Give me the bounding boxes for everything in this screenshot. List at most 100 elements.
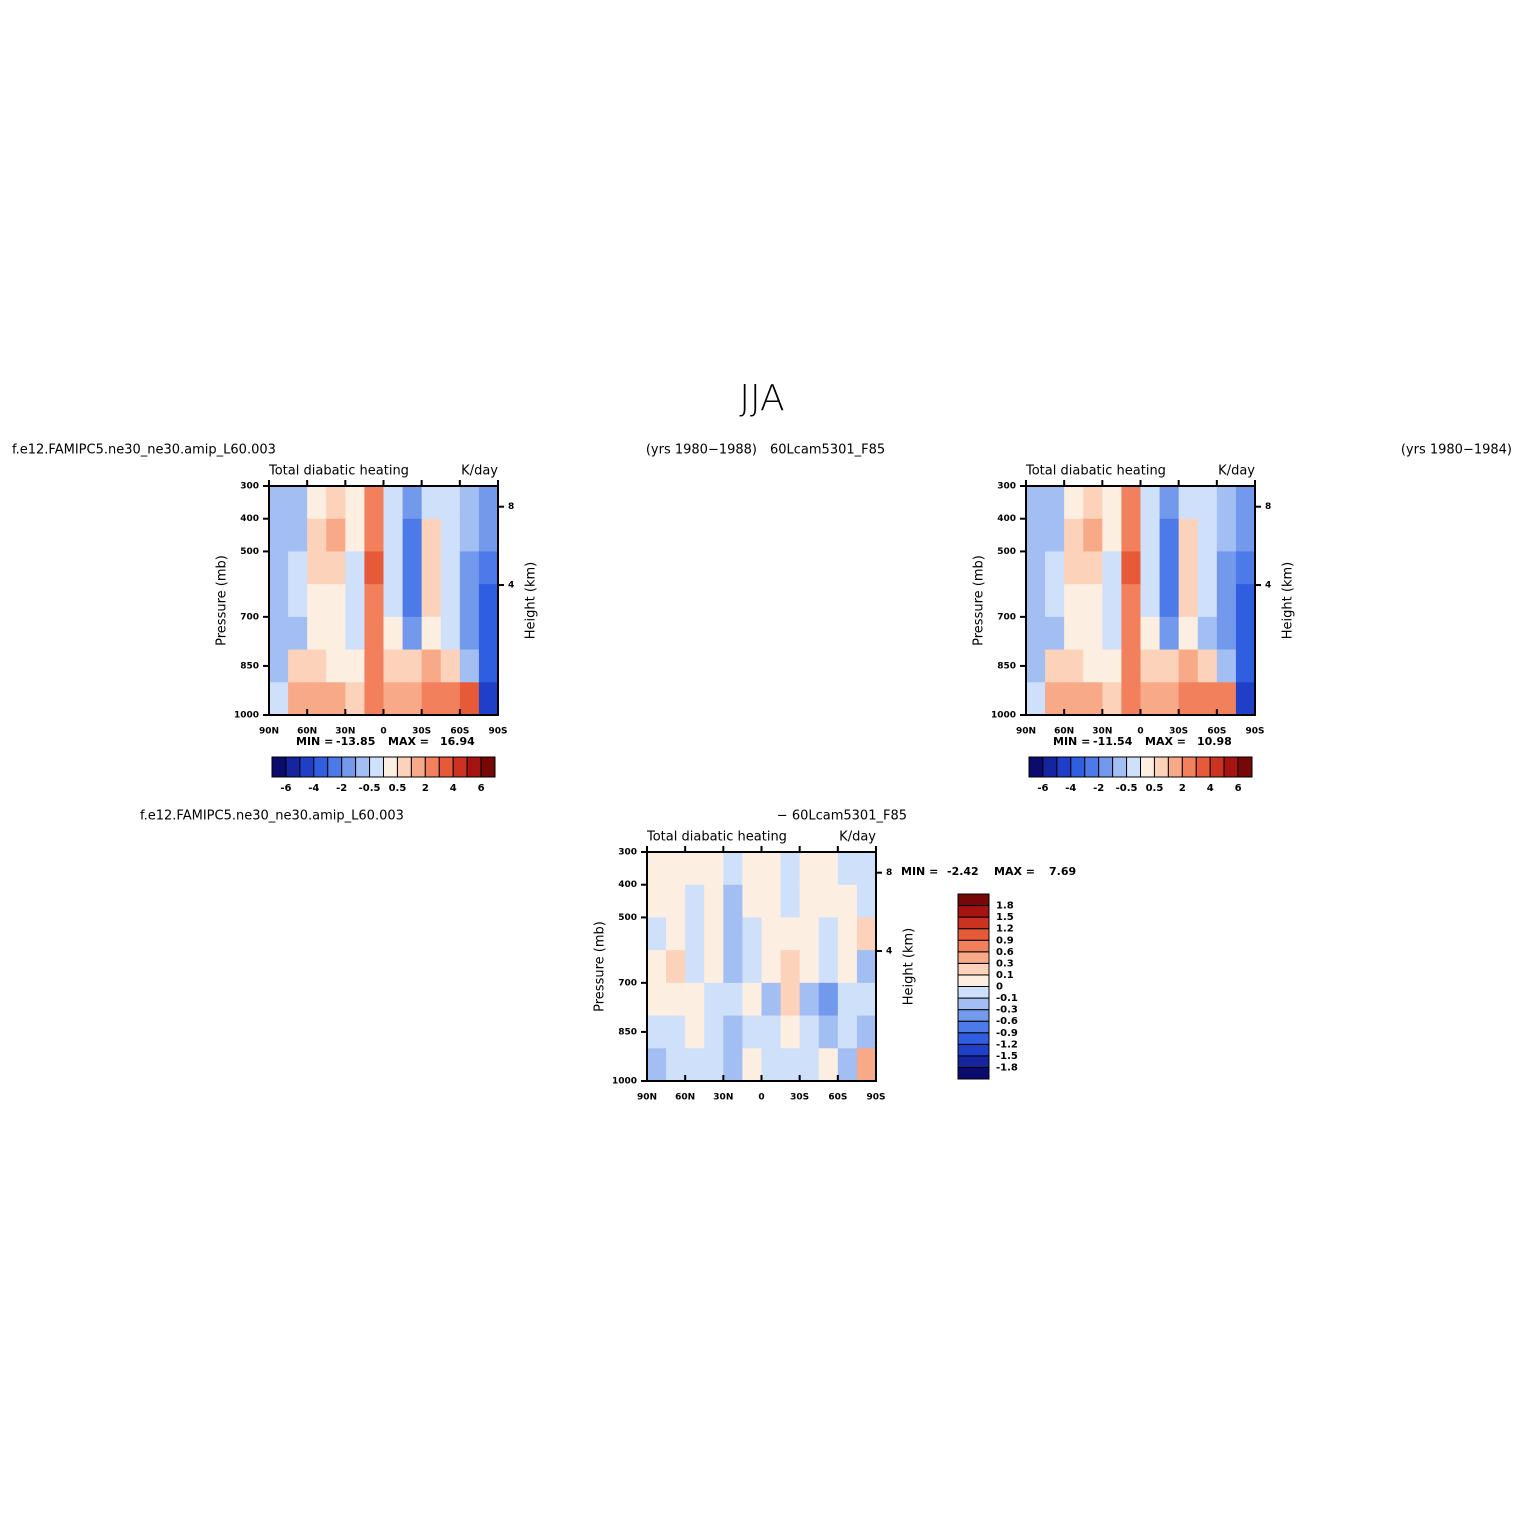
colorbar-box (1181, 756, 1197, 778)
contour-cell (837, 917, 858, 951)
contour-cell (307, 616, 327, 651)
y2-tick-label: 4 (886, 947, 892, 957)
contour-cell (723, 917, 743, 951)
colorbar-box (1140, 756, 1155, 778)
contour-cell (364, 649, 384, 683)
contour-cell (837, 852, 858, 886)
contour-cell (666, 1015, 686, 1049)
colorbar-box (1237, 756, 1253, 778)
contour-cell (818, 982, 839, 1017)
colorbar-box (355, 756, 371, 778)
colorbar-box (957, 962, 990, 976)
colorbar-label: 1.8 (996, 901, 1014, 912)
contour-cell (1197, 584, 1218, 618)
x-tick-label: 90N (259, 727, 279, 737)
y2-axis-label: Height (km) (1281, 562, 1296, 639)
contour-cell (1083, 518, 1103, 552)
contour-cell (269, 518, 289, 552)
contour-cell (307, 649, 327, 683)
min-value: -13.85 (336, 735, 375, 748)
contour-cell (685, 950, 705, 984)
contour-cell (402, 518, 423, 552)
colorbar-box (1167, 756, 1183, 778)
contour-cell (307, 551, 327, 585)
contour-cell (1197, 518, 1218, 552)
contour-cell (647, 950, 667, 984)
contour-cell (459, 486, 480, 520)
right-string: (yrs 1980−1984) (1401, 443, 1512, 458)
x-tick-label: 90S (1245, 727, 1264, 737)
max-value: 7.69 (1049, 865, 1076, 878)
contour-cell (459, 616, 480, 651)
contour-cell (1121, 518, 1141, 552)
colorbar-box (396, 756, 412, 778)
contour-cell (1235, 616, 1256, 651)
contour-cell (799, 1015, 820, 1049)
contour-cell (1121, 551, 1141, 585)
contour-cell (1159, 682, 1180, 716)
colorbar-box (957, 997, 990, 1011)
contour-cell (345, 649, 365, 683)
contour-cell (1102, 616, 1122, 651)
contour-cell (1235, 682, 1256, 716)
contour-cell (364, 616, 384, 651)
contour-cell (345, 486, 365, 520)
contour-cell (440, 551, 461, 585)
contour-cell (685, 852, 705, 886)
y-tick-label: 500 (997, 547, 1016, 557)
contour-cell (723, 1048, 743, 1082)
y-tick-label: 400 (240, 514, 259, 524)
colorbar-label: -1.5 (996, 1051, 1018, 1062)
contour-cell (1197, 616, 1218, 651)
colorbar-label: 0.1 (996, 970, 1014, 981)
contour-cell (799, 884, 820, 918)
contour-cell (269, 649, 289, 683)
contour-cell (459, 518, 480, 552)
contour-cell (799, 982, 820, 1017)
contour-cell (761, 982, 782, 1017)
contour-cell (1083, 649, 1103, 683)
right-string: (yrs 1980−1988) (646, 443, 757, 458)
contour-cell (1159, 551, 1180, 585)
contour-cell (402, 682, 423, 716)
contour-cell (761, 1015, 782, 1049)
x-tick-label: 30S (412, 727, 431, 737)
contour-cell (269, 616, 289, 651)
contour-cell (818, 950, 839, 984)
max-value: 10.98 (1197, 735, 1232, 748)
contour-cell (364, 486, 384, 520)
contour-cell (1083, 551, 1103, 585)
contour-cell (402, 551, 423, 585)
contour-cell (383, 584, 404, 618)
y-tick-label: 850 (240, 661, 259, 671)
contour-cell (402, 616, 423, 651)
contour-cell (761, 1048, 782, 1082)
min-label: MIN = (1053, 735, 1090, 748)
contour-cell (1140, 518, 1161, 552)
colorbar-label: -4 (308, 783, 319, 794)
contour-cell (685, 1048, 705, 1082)
contour-cell (723, 950, 743, 984)
colorbar-label: 6 (1235, 783, 1242, 794)
y-tick-label: 1000 (612, 1077, 637, 1087)
contour-cell (421, 649, 442, 683)
contour-cell (704, 884, 724, 918)
colorbar-box (424, 756, 440, 778)
contour-cell (1140, 649, 1161, 683)
contour-cell (288, 584, 308, 618)
contour-cell (269, 551, 289, 585)
x-tick-label: 60S (450, 727, 469, 737)
contour-cell (1064, 518, 1084, 552)
contour-cell (1045, 486, 1065, 520)
contour-cell (704, 917, 724, 951)
contour-cell (345, 682, 365, 716)
center-title: Total diabatic heating (646, 830, 787, 845)
colorbar-box (957, 1066, 990, 1080)
contour-cell (1159, 649, 1180, 683)
contour-cell (1026, 551, 1046, 585)
y2-tick-label: 4 (1265, 581, 1271, 591)
colorbar-box (285, 756, 301, 778)
colorbar-box (1084, 756, 1100, 778)
units: K/day (461, 464, 498, 479)
colorbar-label: 0.5 (389, 783, 407, 794)
